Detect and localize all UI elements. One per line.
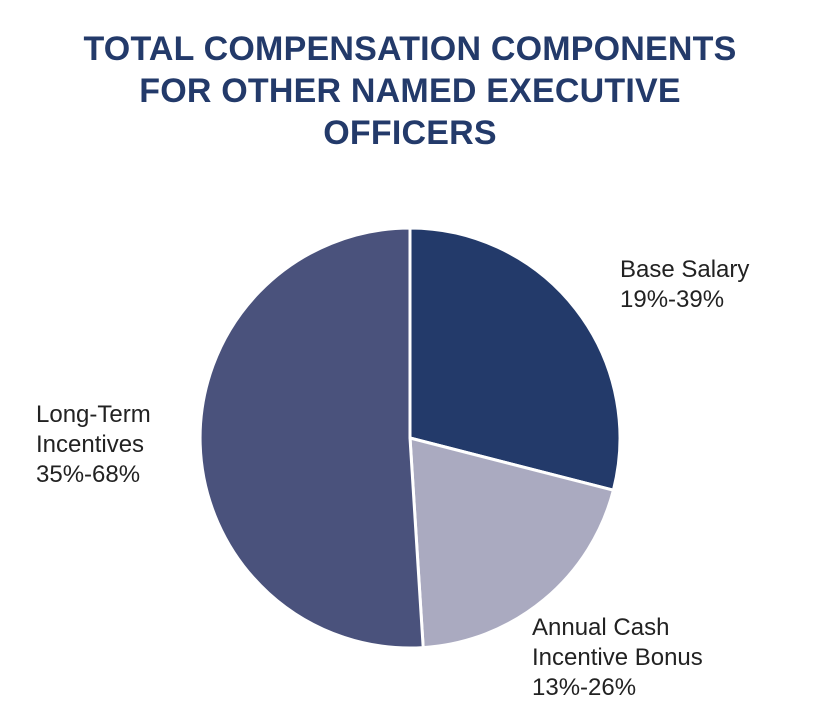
slice-label-base-salary-name: Base Salary [620,256,750,283]
chart-title: TOTAL COMPENSATION COMPONENTS FOR OTHER … [0,28,820,154]
pie-slice-annual-cash-incentive-bonus [408,436,615,650]
slice-label-long-term-name-line-2: Incentives [36,431,145,458]
chart-title-line-2: FOR OTHER NAMED EXECUTIVE [139,72,681,110]
slice-label-annual-cash-name-line-1: Annual Cash [532,614,670,641]
slice-label-base-salary: Base Salary 19%-39% [620,255,749,315]
chart-title-line-1: TOTAL COMPENSATION COMPONENTS [83,30,737,68]
slice-label-long-term-range: 35%-68% [36,461,141,488]
pie-slice-base-salary [408,226,622,492]
slice-label-long-term-name-line-1: Long-Term [36,401,151,428]
slice-label-long-term-incentives: Long-Term Incentives 35%-68% [36,400,151,490]
slice-label-annual-cash-range: 13%-26% [532,674,637,701]
slice-label-base-salary-range: 19%-39% [620,286,725,313]
slice-label-annual-cash-name-line-2: Incentive Bonus [532,644,703,671]
chart-title-line-3: OFFICERS [323,114,497,152]
pie-slice-long-term-incentives [198,226,425,650]
slice-label-annual-cash-incentive-bonus: Annual Cash Incentive Bonus 13%-26% [532,613,703,703]
